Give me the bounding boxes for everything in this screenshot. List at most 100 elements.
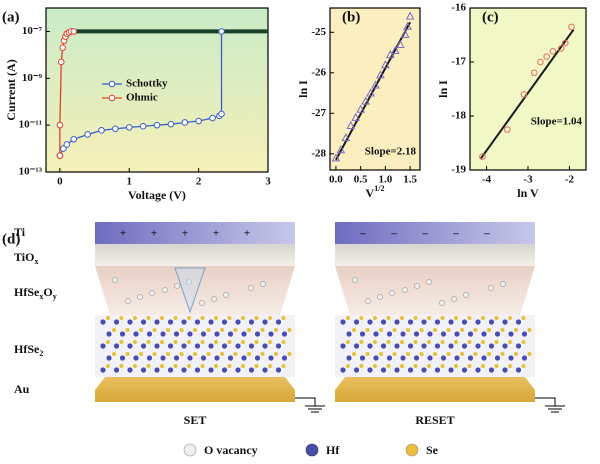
o-vacancy	[352, 277, 358, 283]
hf-atom	[394, 319, 400, 325]
hf-atom	[346, 331, 352, 337]
charge-sign: –	[452, 228, 459, 240]
chart: (c) -4 -3 -2 -19 -18 -17 -16 ln V ln I Slope=1.04	[436, 2, 587, 200]
charge-sign: –	[359, 228, 366, 240]
hf-atom	[508, 331, 514, 337]
se-atom	[119, 340, 124, 344]
hf-atom	[119, 331, 126, 337]
layer-label: Au	[14, 382, 30, 396]
se-atom	[152, 328, 157, 332]
hf-atom	[407, 367, 414, 373]
hf-atom	[508, 355, 514, 361]
se-atom	[233, 352, 238, 356]
hf-atom	[146, 331, 153, 337]
marker	[181, 119, 189, 126]
caption: RESET	[415, 413, 454, 427]
hf-atom	[413, 331, 420, 337]
hf-atom	[380, 367, 387, 373]
se-atom	[214, 340, 218, 344]
y-tick-label: -27	[311, 107, 326, 119]
hf-atom	[113, 367, 120, 373]
y-tick-label: -16	[451, 2, 466, 14]
o-vacancy	[149, 290, 155, 296]
marker	[218, 110, 225, 118]
hf-atom	[427, 331, 433, 337]
hf-atom	[367, 367, 373, 373]
se-atom	[460, 328, 464, 332]
se-atom	[139, 352, 143, 356]
se-atom	[268, 364, 272, 368]
layer-label-sub: y	[53, 292, 57, 301]
hf-atom	[106, 331, 112, 337]
hf-atom	[421, 343, 427, 349]
marker	[70, 135, 78, 143]
se-atom	[146, 340, 151, 344]
hf-atom	[475, 343, 481, 349]
se-atom	[160, 340, 164, 344]
se-atom	[214, 364, 218, 368]
charts: (a) 0 1 2 3 10⁻¹³ 10⁻¹¹ 10⁻⁹ 10⁻⁷ Voltage (V) Curr…	[2, 2, 587, 202]
hf-atom	[407, 343, 414, 349]
se-atom	[241, 364, 245, 368]
hf-atom	[208, 319, 214, 325]
marker	[557, 45, 565, 52]
se-atom	[187, 340, 191, 344]
hf-atom	[448, 367, 454, 373]
se-atom	[487, 352, 491, 356]
se-atom	[494, 364, 499, 368]
se-atom	[281, 340, 286, 344]
hf-atom	[200, 355, 207, 361]
se-atom	[454, 340, 458, 344]
hf-atom	[427, 355, 433, 361]
hf-atom	[494, 331, 501, 337]
se-atom	[146, 364, 151, 368]
hf-atom	[154, 367, 160, 373]
hf-atom	[268, 331, 274, 337]
x-axis-label-main: V	[366, 186, 375, 200]
se-atom	[206, 352, 211, 356]
se-atom	[173, 364, 178, 368]
marker	[351, 112, 361, 121]
o-vacancy	[377, 294, 383, 300]
legend-marker	[183, 443, 197, 457]
se-atom	[206, 328, 211, 332]
marker	[167, 120, 175, 128]
se-atom	[508, 364, 512, 368]
hf-atom	[275, 343, 282, 349]
se-atom	[446, 328, 451, 332]
se-atom	[200, 364, 205, 368]
legend-label: Hf	[326, 443, 340, 457]
layer-label-sub: 2	[39, 349, 43, 358]
marker	[195, 117, 202, 125]
se-atom	[133, 316, 137, 320]
se-atom	[187, 364, 191, 368]
hf-atom	[262, 343, 268, 349]
se-atom	[359, 316, 364, 320]
hf-atom	[119, 355, 126, 361]
se-atom	[119, 364, 124, 368]
hf-atom	[181, 367, 187, 373]
marker	[356, 104, 365, 113]
marker	[530, 69, 538, 77]
se-atom	[173, 340, 178, 344]
o-vacancy	[248, 285, 254, 291]
o-vacancy	[223, 292, 229, 298]
marker	[218, 28, 225, 35]
hf-atom	[475, 319, 481, 325]
se-atom	[346, 364, 350, 368]
marker	[98, 127, 105, 134]
se-atom	[187, 316, 191, 320]
se-atom	[406, 328, 410, 332]
plot-area	[469, 7, 587, 171]
marker	[395, 39, 405, 48]
hf-atom	[454, 331, 460, 337]
hf-atom	[502, 343, 508, 349]
se-atom	[193, 352, 197, 356]
marker	[543, 53, 550, 60]
se-atom	[268, 316, 272, 320]
hf-atom	[421, 319, 427, 325]
se-atom	[473, 352, 478, 356]
se-atom	[508, 340, 512, 344]
se-atom	[173, 316, 178, 320]
hf-atom	[167, 367, 174, 373]
